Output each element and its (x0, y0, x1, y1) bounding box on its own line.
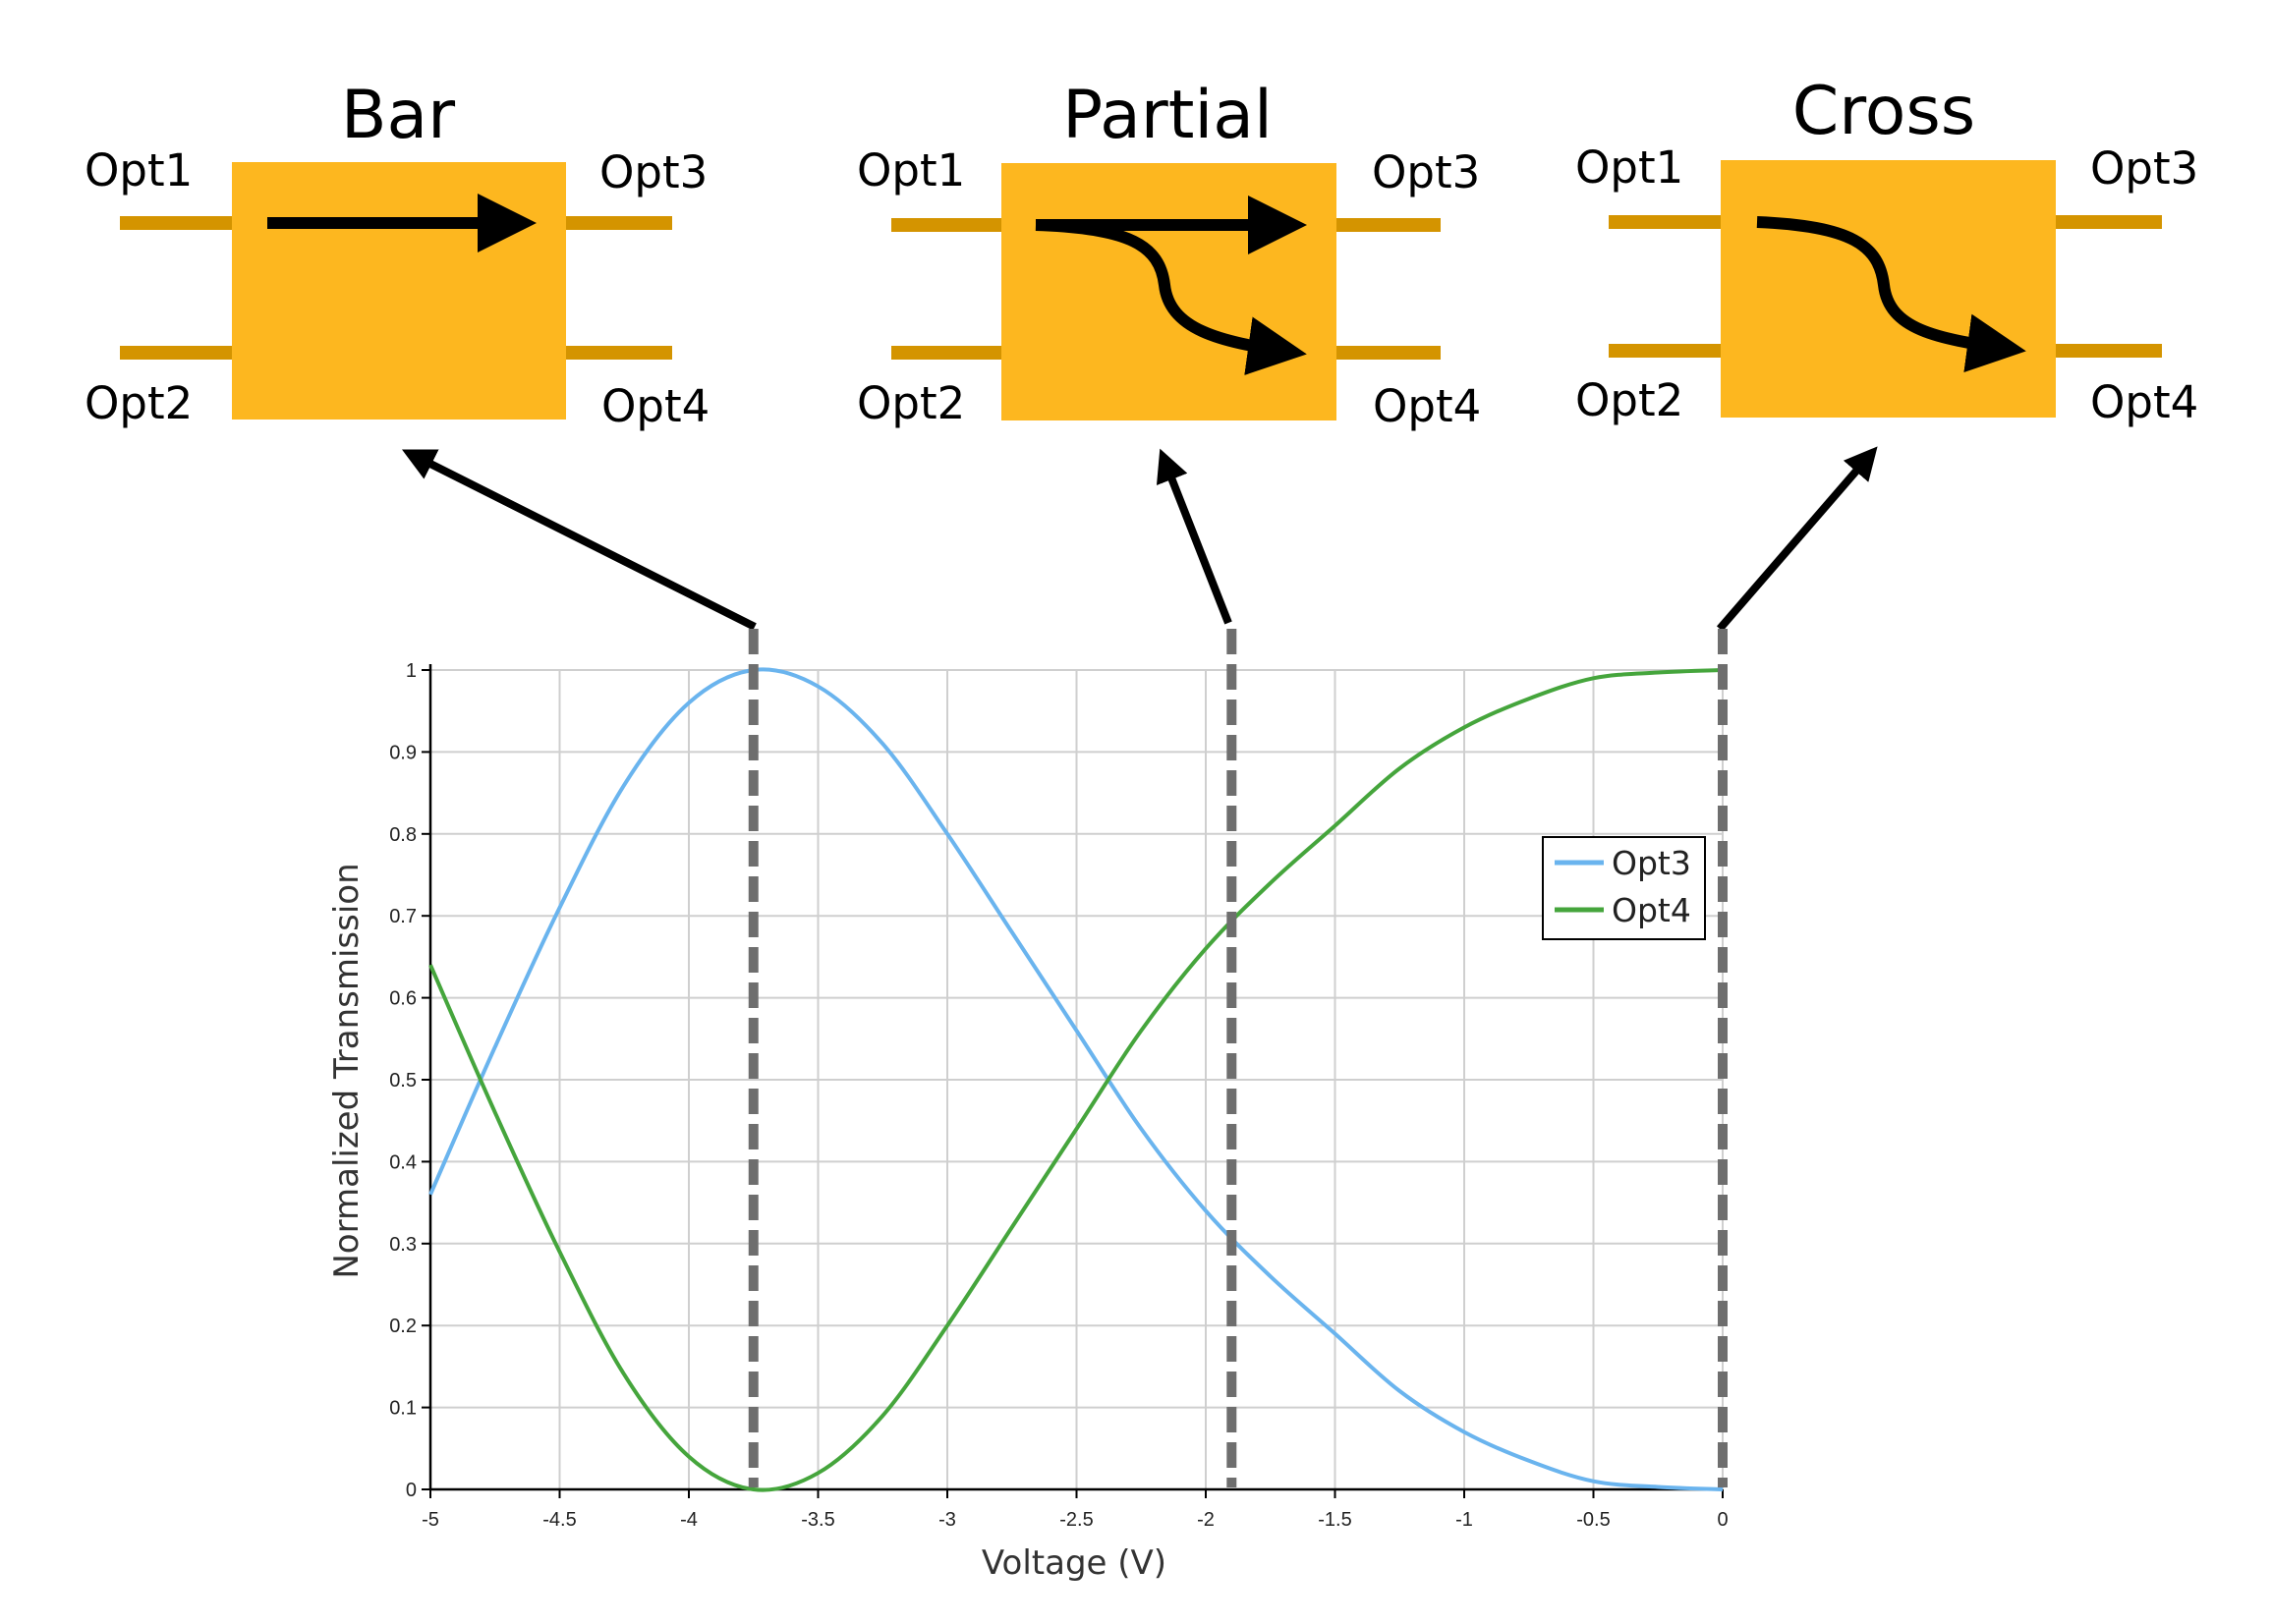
chart-series (428, 667, 1724, 1492)
cross-title: Cross (1792, 73, 1975, 150)
x-axis-label: Voltage (V) (982, 1543, 1166, 1583)
x-tick-label: -1.5 (1318, 1509, 1351, 1531)
y-tick-labels: 0 0.1 0.2 0.3 0.4 0.5 0.6 0.7 0.8 0.9 1 (389, 660, 417, 1501)
bar-port-opt3: Opt3 (599, 146, 708, 198)
bar-port-opt2: Opt2 (85, 377, 193, 429)
pointer-arrow-partial (1156, 448, 1232, 625)
y-tick-label: 0.4 (389, 1151, 417, 1173)
cross-port-opt4: Opt4 (2090, 376, 2198, 428)
legend-label-opt3: Opt3 (1612, 844, 1691, 882)
bar-switch-body (232, 162, 566, 420)
chart-legend: Opt3 Opt4 (1542, 836, 1706, 940)
bar-title: Bar (341, 77, 455, 154)
partial-port-opt1: Opt1 (857, 144, 965, 196)
y-tick-label: 0.8 (389, 824, 417, 846)
cross-port-opt2: Opt2 (1575, 374, 1683, 426)
x-tick-label: -2 (1197, 1509, 1215, 1531)
voltage-markers (748, 629, 1728, 1487)
x-tick-label: -4 (680, 1509, 698, 1531)
y-tick-label: 0.9 (389, 742, 417, 763)
x-tick-label: -3.5 (801, 1509, 834, 1531)
transmission-chart: -5 -4.5 -4 -3.5 -3 -2.5 -2 -1.5 -1 -0.5 0 00.10.20… (327, 629, 1729, 1583)
y-tick-label: 0.2 (389, 1316, 417, 1337)
y-tick-label: 0.1 (389, 1398, 417, 1420)
x-tick-label: 0 (1717, 1509, 1728, 1531)
x-tick-label: -1 (1455, 1509, 1473, 1531)
x-tick-label: -2.5 (1059, 1509, 1093, 1531)
pointer-arrow-bar (401, 449, 757, 631)
bar-port-opt4: Opt4 (601, 380, 710, 432)
y-tick-label: 0 (406, 1480, 417, 1501)
x-tick-label: -0.5 (1576, 1509, 1610, 1531)
partial-cross-arrow (1035, 219, 1307, 375)
cross-path-arrow (1756, 216, 2026, 373)
bar-port-opt1: Opt1 (85, 144, 193, 196)
y-tick-label: 1 (406, 660, 417, 682)
y-tick-label: 0.3 (389, 1234, 417, 1256)
partial-port-opt2: Opt2 (857, 377, 965, 429)
x-tick-labels: -5 -4.5 -4 -3.5 -3 -2.5 -2 -1.5 -1 -0.5 0 (422, 1509, 1728, 1531)
series-line-opt3 (428, 667, 1724, 1491)
legend-box (1542, 836, 1706, 940)
y-tick-label: 0.7 (389, 906, 417, 927)
cross-port-opt3: Opt3 (2090, 142, 2198, 195)
x-tick-label: -3 (938, 1509, 956, 1531)
y-tick-label: 0.5 (389, 1070, 417, 1092)
partial-block: Partial Opt1 Opt2 Opt3 Opt4 (857, 77, 1481, 432)
cross-port-opt1: Opt1 (1575, 141, 1683, 194)
x-tick-label: -5 (422, 1509, 439, 1531)
pointer-arrow-cross (1716, 446, 1878, 632)
chart-axes (422, 664, 1724, 1498)
series-line-opt4 (428, 668, 1724, 1492)
x-tick-label: -4.5 (542, 1509, 576, 1531)
bar-block: Bar Opt1 Opt2 Opt3 Opt4 (85, 77, 710, 432)
cross-block: Cross Opt1 Opt2 Opt3 Opt4 (1575, 73, 2198, 428)
legend-label-opt4: Opt4 (1612, 891, 1691, 929)
partial-title: Partial (1062, 77, 1273, 154)
partial-port-opt3: Opt3 (1372, 146, 1480, 198)
y-tick-label: 0.6 (389, 988, 417, 1010)
partial-port-opt4: Opt4 (1373, 380, 1481, 432)
chart-grid (430, 669, 1724, 1489)
y-axis-label: Normalized Transmission (327, 863, 367, 1278)
